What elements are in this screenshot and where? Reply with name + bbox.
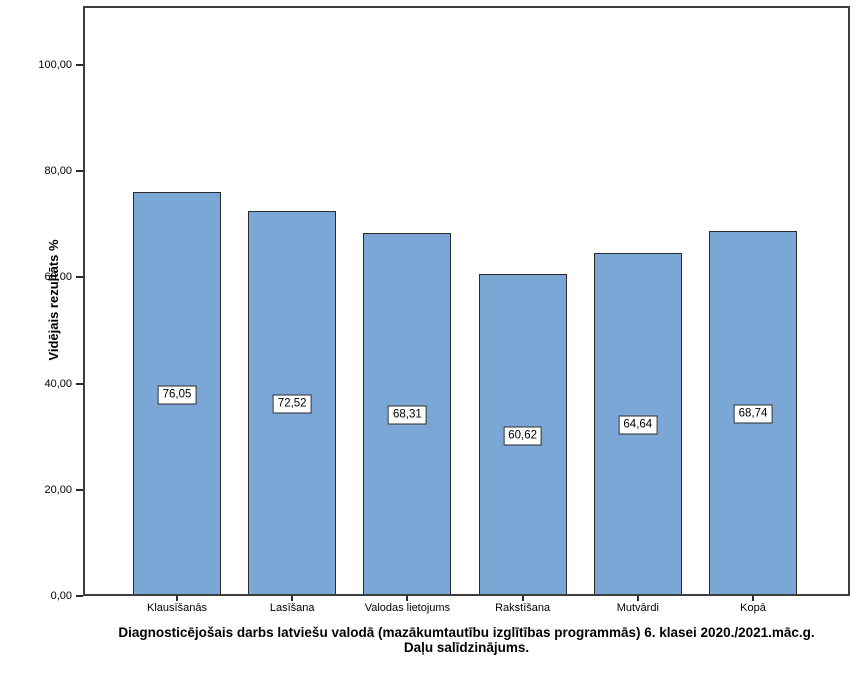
y-tick-mark: [76, 276, 83, 279]
x-category-label: Lasīšana: [269, 602, 315, 614]
bar: 72,52: [248, 210, 337, 596]
bar: 60,62: [478, 274, 567, 596]
chart-title-block: Diagnosticējošais darbs latviešu valodā …: [83, 625, 850, 655]
chart-subtitle: Daļu salīdzinājums.: [403, 640, 530, 655]
y-tick-label: 40,00: [44, 377, 72, 390]
y-tick-mark: [76, 488, 83, 491]
bar: 68,31: [363, 233, 452, 596]
bar-value-label: 64,64: [618, 415, 658, 435]
x-category-label: Valodas lietojums: [364, 602, 451, 614]
x-tick-mark: [752, 596, 754, 601]
x-category-label: Mutvārdi: [616, 602, 659, 614]
bar-value-label: 60,62: [503, 426, 542, 446]
y-tick-mark: [76, 382, 83, 385]
bar-value-label: 68,31: [388, 405, 427, 425]
bar: 68,74: [709, 230, 797, 596]
x-category-label: Kopā: [740, 602, 766, 614]
x-category-label: Rakstīšana: [495, 602, 551, 614]
x-category-label: Klausīšanās: [147, 602, 207, 614]
bar-value-label: 72,52: [272, 394, 312, 414]
x-tick-mark: [636, 596, 639, 601]
y-tick-mark: [76, 595, 83, 597]
bar-value-label: 68,74: [733, 404, 773, 424]
bar-value-label: 76,05: [157, 385, 197, 405]
y-tick-label: 0,00: [50, 590, 72, 602]
y-tick-label: 60,00: [44, 271, 72, 284]
y-tick-label: 100,00: [38, 58, 72, 71]
y-tick-mark: [76, 63, 83, 66]
x-tick-mark: [521, 596, 524, 601]
x-tick-mark: [291, 596, 294, 601]
y-tick-label: 80,00: [44, 165, 72, 178]
x-tick-mark: [406, 596, 409, 601]
bar: 64,64: [593, 252, 682, 596]
x-tick-mark: [176, 596, 178, 601]
y-tick-label: 20,00: [44, 483, 72, 496]
y-tick-mark: [76, 170, 83, 173]
bar: 76,05: [133, 192, 221, 596]
chart-title: Diagnosticējošais darbs latviešu valodā …: [118, 625, 815, 640]
